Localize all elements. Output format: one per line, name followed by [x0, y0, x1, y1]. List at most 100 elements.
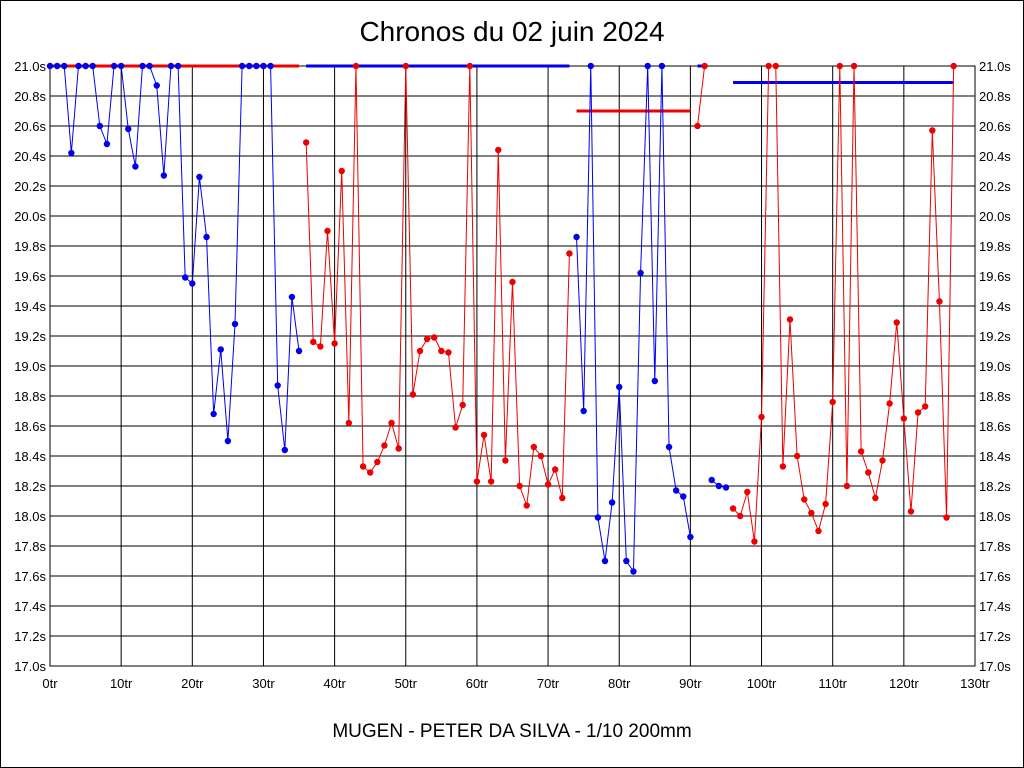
y-tick-label-left: 19.4s: [14, 299, 46, 314]
data-point: [900, 415, 908, 422]
data-point: [125, 125, 132, 133]
data-point: [907, 508, 915, 515]
data-point: [423, 335, 431, 343]
data-point: [452, 424, 459, 431]
y-tick-label-left: 20.4s: [14, 149, 46, 164]
data-point: [530, 443, 538, 451]
y-tick-label-left: 18.2s: [14, 479, 46, 494]
data-point: [89, 62, 96, 70]
data-point: [181, 274, 189, 281]
y-tick-label-left: 17.8s: [14, 539, 46, 554]
y-tick-label-left: 19.6s: [14, 269, 46, 284]
data-point: [132, 163, 139, 170]
data-point: [61, 62, 68, 70]
data-point: [68, 149, 75, 157]
data-point: [637, 269, 644, 277]
data-point: [189, 280, 196, 287]
y-tick-label-left: 20.2s: [14, 179, 46, 194]
data-point: [687, 533, 694, 541]
y-tick-label-right: 19.0s: [979, 359, 1011, 374]
data-point: [416, 347, 424, 355]
data-point: [914, 409, 922, 416]
x-tick-label: 100tr: [747, 676, 777, 691]
data-point: [167, 62, 175, 70]
data-point: [822, 500, 829, 508]
x-tick-label: 40tr: [323, 676, 346, 691]
data-point: [829, 398, 836, 406]
series-points: [46, 62, 957, 575]
x-tick-label: 60tr: [466, 676, 489, 691]
data-point: [295, 347, 303, 355]
y-tick-label-right: 20.6s: [979, 119, 1011, 134]
x-tick-label: 50tr: [395, 676, 418, 691]
y-tick-label-left: 17.2s: [14, 629, 46, 644]
data-point: [46, 62, 54, 70]
y-tick-label-right: 20.8s: [979, 89, 1011, 104]
y-tick-label-left: 18.6s: [14, 419, 46, 434]
y-tick-label-right: 19.8s: [979, 239, 1011, 254]
data-point: [238, 62, 246, 70]
data-point: [616, 383, 623, 391]
data-point: [82, 62, 89, 70]
y-tick-label-left: 19.8s: [14, 239, 46, 254]
data-point: [580, 407, 587, 415]
data-point: [473, 478, 481, 485]
data-point: [317, 343, 324, 350]
data-point: [260, 62, 267, 70]
y-tick-label-right: 19.2s: [979, 329, 1011, 344]
data-point: [921, 403, 929, 410]
chart-subtitle: MUGEN - PETER DA SILVA - 1/10 200mm: [332, 721, 692, 742]
data-point: [96, 122, 104, 130]
data-point: [623, 557, 630, 565]
y-tick-label-left: 20.6s: [14, 119, 46, 134]
data-point: [765, 62, 772, 70]
data-point: [694, 122, 701, 130]
data-point: [438, 347, 445, 355]
data-point: [246, 62, 253, 70]
data-point: [210, 410, 217, 418]
data-point: [203, 233, 210, 241]
chart-title: Chronos du 02 juin 2024: [359, 16, 665, 47]
grid: [50, 66, 975, 666]
y-tick-label-left: 21.0s: [14, 59, 46, 74]
y-tick-label-right: 18.6s: [979, 419, 1011, 434]
data-point: [587, 62, 594, 70]
y-tick-label-left: 17.6s: [14, 569, 46, 584]
data-point: [843, 482, 851, 490]
data-point: [929, 127, 936, 134]
y-tick-label-left: 18.0s: [14, 509, 46, 524]
data-point: [345, 419, 353, 427]
x-tick-label: 80tr: [608, 676, 631, 691]
data-point: [523, 502, 530, 509]
data-point: [680, 493, 687, 500]
data-point: [231, 320, 239, 328]
x-tick-label: 30tr: [252, 676, 275, 691]
data-point: [281, 446, 289, 454]
data-point: [793, 452, 801, 460]
data-point: [459, 401, 466, 409]
data-point: [381, 442, 388, 449]
y-tick-label-right: 20.4s: [979, 149, 1011, 164]
data-point: [551, 466, 559, 473]
data-point: [801, 496, 808, 503]
data-point: [224, 437, 232, 445]
x-tick-label: 90tr: [679, 676, 702, 691]
data-point: [722, 484, 730, 491]
data-point: [850, 62, 858, 70]
y-tick-label-right: 18.2s: [979, 479, 1011, 494]
data-point: [431, 334, 438, 341]
data-point: [274, 382, 281, 389]
data-point: [388, 419, 395, 427]
data-point: [886, 400, 893, 407]
data-point: [217, 346, 224, 353]
data-point: [366, 469, 374, 476]
x-tick-label: 130tr: [960, 676, 990, 691]
data-point: [331, 340, 338, 347]
data-point: [374, 458, 381, 466]
data-point: [779, 463, 787, 470]
data-point: [879, 457, 886, 464]
data-point: [936, 298, 943, 305]
y-tick-label-right: 18.8s: [979, 389, 1011, 404]
data-point: [715, 482, 723, 490]
